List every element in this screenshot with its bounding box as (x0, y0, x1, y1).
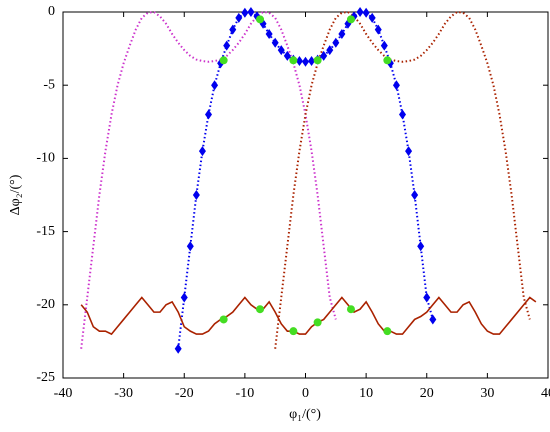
diamond-marker (192, 190, 200, 200)
diamond-marker (241, 7, 249, 18)
y-tick-label: -10 (36, 151, 55, 166)
circle-marker (219, 56, 228, 65)
x-axis-label: φ₁/(°) (289, 407, 321, 422)
x-tick-label: -30 (114, 386, 133, 401)
diamond-marker (405, 146, 413, 157)
diamond-marker (417, 241, 425, 252)
diamond-marker (271, 37, 279, 48)
y-axis-label: Δφ₂/(°) (8, 174, 23, 215)
diamond-marker (198, 146, 206, 157)
diamond-marker (174, 343, 182, 354)
y-tick-label: -5 (43, 77, 55, 92)
diamond-marker (229, 24, 237, 35)
y-tick-label: 0 (48, 4, 55, 19)
y-tick-label: -15 (36, 224, 55, 239)
diamond-marker (295, 56, 303, 67)
diamond-marker (326, 45, 334, 56)
circle-marker (289, 327, 298, 336)
diamond-marker (277, 45, 285, 56)
circle-marker (346, 15, 355, 24)
x-tick-label: -40 (54, 386, 73, 401)
x-tick-label: 0 (302, 386, 309, 401)
diamond-marker (211, 80, 219, 91)
diamond-marker (283, 50, 291, 61)
y-tick-label: -20 (36, 297, 55, 312)
diamond-marker (380, 40, 388, 51)
circle-marker (313, 318, 322, 327)
plot-frame (62, 11, 549, 379)
circle-marker (256, 305, 265, 314)
diamond-marker (332, 37, 340, 48)
diamond-marker (186, 241, 194, 252)
circle-marker (346, 305, 355, 314)
diamond-marker (399, 109, 406, 120)
diamond-marker (411, 190, 419, 200)
diamond-marker (362, 7, 370, 18)
y-tick-label: -25 (36, 370, 55, 385)
x-tick-label: 30 (480, 386, 494, 401)
diamond-marker (205, 109, 212, 120)
circle-marker (289, 56, 298, 65)
x-tick-label: 20 (420, 386, 434, 401)
diamond-marker (368, 12, 376, 23)
diamond-marker (338, 28, 346, 39)
x-tick-label: 40 (541, 386, 550, 401)
circle-marker (383, 56, 392, 65)
diamond-marker (392, 80, 400, 91)
x-tick-label: -10 (236, 386, 255, 401)
diamond-marker (374, 24, 382, 35)
diamond-marker (235, 12, 243, 23)
circle-marker (256, 15, 265, 24)
diamond-marker (265, 28, 273, 39)
circle-marker (313, 56, 322, 65)
series-line (80, 296, 537, 336)
diamond-marker (429, 314, 437, 325)
circle-marker (383, 327, 392, 336)
diamond-marker (223, 40, 231, 51)
diamond-marker (302, 56, 309, 67)
diamond-marker (180, 292, 188, 303)
diamond-marker (356, 7, 364, 17)
diamond-marker (423, 292, 431, 303)
circle-marker (219, 315, 228, 324)
diamond-marker (320, 50, 328, 61)
diamond-marker (308, 56, 316, 67)
diamond-marker (247, 7, 255, 17)
x-tick-label: -20 (175, 386, 194, 401)
x-tick-label: 10 (359, 386, 373, 401)
